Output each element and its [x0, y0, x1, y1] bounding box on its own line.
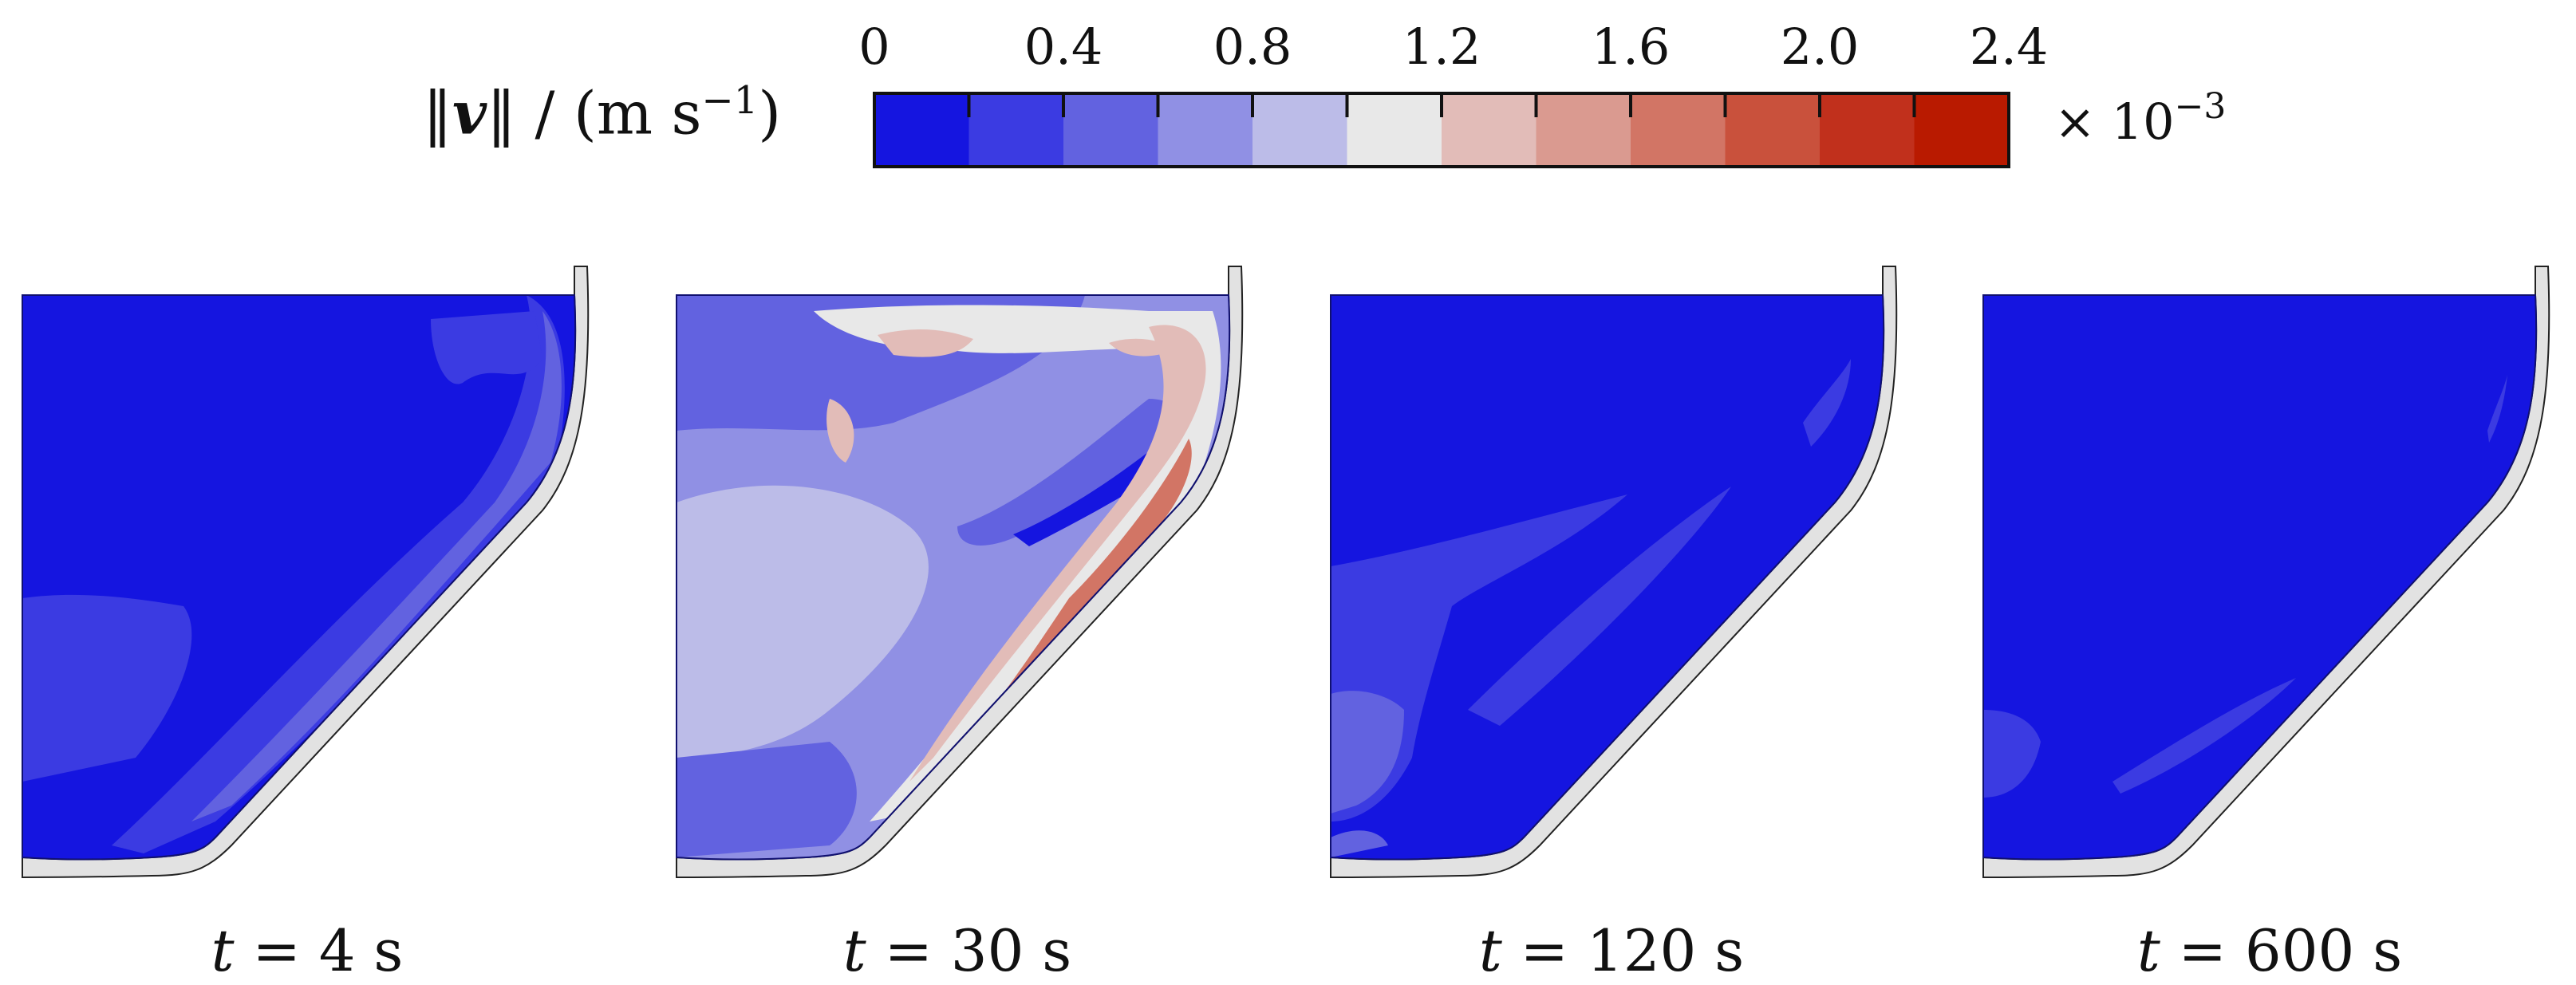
- colorbar-swatch: [874, 93, 969, 167]
- colorbar-swatch: [968, 93, 1064, 167]
- caption-t600: t = 600 s: [2136, 917, 2403, 984]
- colorbar-swatch: [1631, 93, 1726, 167]
- colorbar-tick-label: 0.8: [1213, 18, 1292, 76]
- colorbar-swatch: [1725, 93, 1821, 167]
- colorbar-swatch: [1536, 93, 1631, 167]
- colorbar-tick-label: 0.4: [1024, 18, 1103, 76]
- caption-t120: t = 120 s: [1478, 917, 1745, 984]
- panel-t4: [16, 263, 630, 885]
- colorbar-swatch: [1347, 93, 1442, 167]
- colorbar-tick-label: 0: [858, 18, 890, 76]
- colorbar-scale: [873, 92, 2010, 168]
- panel-t600: [1977, 263, 2576, 885]
- caption-t30: t = 30 s: [842, 917, 1072, 984]
- colorbar-swatch: [1063, 93, 1158, 167]
- colorbar-tick-label: 1.2: [1402, 18, 1481, 76]
- caption-t4: t = 4 s: [211, 917, 404, 984]
- colorbar-swatch: [1442, 93, 1537, 167]
- colorbar-tick-label: 2.0: [1780, 18, 1860, 76]
- colorbar-tick-label: 2.4: [1969, 18, 2049, 76]
- colorbar-quantity-label: ‖v‖ / (m s−1): [423, 78, 782, 148]
- colorbar-swatch: [1252, 93, 1347, 167]
- colorbar-swatch: [1820, 93, 1915, 167]
- colorbar-swatch: [1158, 93, 1253, 167]
- colorbar-swatch: [1914, 93, 2010, 167]
- panel-t120: [1324, 263, 1939, 885]
- colorbar-tick-label: 1.6: [1591, 18, 1671, 76]
- panel-t30: [670, 263, 1284, 885]
- colorbar-multiplier: × 10−3: [2054, 86, 2227, 151]
